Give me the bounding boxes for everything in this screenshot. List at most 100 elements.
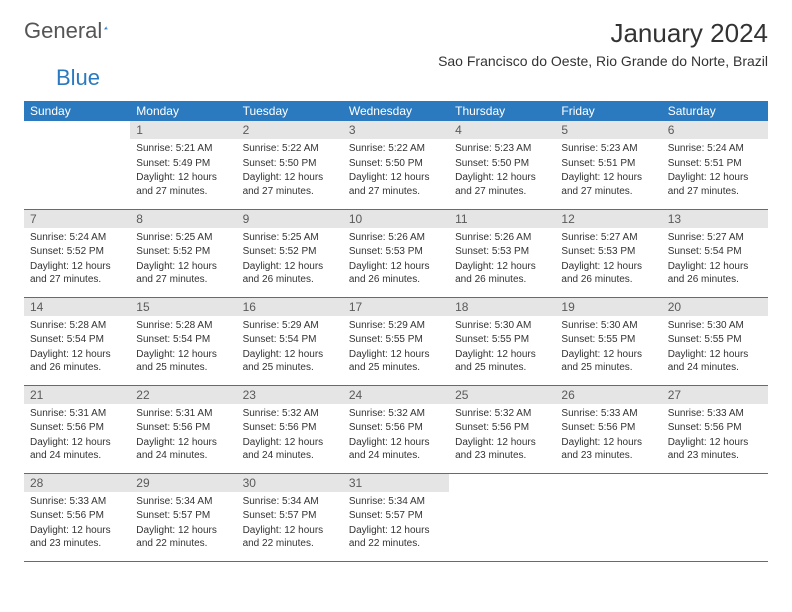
sunset-line: Sunset: 5:53 PM [561, 245, 655, 259]
sunrise-line: Sunrise: 5:31 AM [136, 407, 230, 421]
daylight-line: Daylight: 12 hours and 27 minutes. [668, 171, 762, 198]
day-details: Sunrise: 5:24 AMSunset: 5:52 PMDaylight:… [24, 228, 130, 292]
sunset-line: Sunset: 5:49 PM [136, 157, 230, 171]
day-cell: 24Sunrise: 5:32 AMSunset: 5:56 PMDayligh… [343, 385, 449, 473]
day-cell: 13Sunrise: 5:27 AMSunset: 5:54 PMDayligh… [662, 209, 768, 297]
sunset-line: Sunset: 5:56 PM [30, 421, 124, 435]
sunrise-line: Sunrise: 5:29 AM [243, 319, 337, 333]
day-details: Sunrise: 5:22 AMSunset: 5:50 PMDaylight:… [343, 139, 449, 203]
week-row: 21Sunrise: 5:31 AMSunset: 5:56 PMDayligh… [24, 385, 768, 473]
col-header-sunday: Sunday [24, 101, 130, 121]
daylight-line: Daylight: 12 hours and 25 minutes. [349, 348, 443, 375]
day-number: 12 [555, 210, 661, 228]
day-details: Sunrise: 5:30 AMSunset: 5:55 PMDaylight:… [449, 316, 555, 380]
daylight-line: Daylight: 12 hours and 26 minutes. [30, 348, 124, 375]
daylight-line: Daylight: 12 hours and 26 minutes. [668, 260, 762, 287]
sunset-line: Sunset: 5:57 PM [243, 509, 337, 523]
day-cell: 14Sunrise: 5:28 AMSunset: 5:54 PMDayligh… [24, 297, 130, 385]
day-details: Sunrise: 5:34 AMSunset: 5:57 PMDaylight:… [237, 492, 343, 556]
day-number: 24 [343, 386, 449, 404]
sunset-line: Sunset: 5:50 PM [243, 157, 337, 171]
day-number: 4 [449, 121, 555, 139]
daylight-line: Daylight: 12 hours and 27 minutes. [136, 260, 230, 287]
sunrise-line: Sunrise: 5:28 AM [136, 319, 230, 333]
day-details: Sunrise: 5:25 AMSunset: 5:52 PMDaylight:… [130, 228, 236, 292]
day-number: 26 [555, 386, 661, 404]
day-cell: 31Sunrise: 5:34 AMSunset: 5:57 PMDayligh… [343, 473, 449, 561]
daylight-line: Daylight: 12 hours and 25 minutes. [561, 348, 655, 375]
day-cell: 5Sunrise: 5:23 AMSunset: 5:51 PMDaylight… [555, 121, 661, 209]
day-number: 10 [343, 210, 449, 228]
sunrise-line: Sunrise: 5:33 AM [668, 407, 762, 421]
day-number: 1 [130, 121, 236, 139]
sunrise-line: Sunrise: 5:25 AM [243, 231, 337, 245]
sunset-line: Sunset: 5:57 PM [349, 509, 443, 523]
sunset-line: Sunset: 5:56 PM [668, 421, 762, 435]
daylight-line: Daylight: 12 hours and 26 minutes. [561, 260, 655, 287]
day-details: Sunrise: 5:23 AMSunset: 5:50 PMDaylight:… [449, 139, 555, 203]
sunrise-line: Sunrise: 5:33 AM [30, 495, 124, 509]
sunset-line: Sunset: 5:57 PM [136, 509, 230, 523]
day-cell: 10Sunrise: 5:26 AMSunset: 5:53 PMDayligh… [343, 209, 449, 297]
day-number: 23 [237, 386, 343, 404]
sunrise-line: Sunrise: 5:24 AM [668, 142, 762, 156]
logo-part1: General [24, 18, 102, 44]
day-details: Sunrise: 5:33 AMSunset: 5:56 PMDaylight:… [662, 404, 768, 468]
day-details: Sunrise: 5:26 AMSunset: 5:53 PMDaylight:… [343, 228, 449, 292]
day-details: Sunrise: 5:24 AMSunset: 5:51 PMDaylight:… [662, 139, 768, 203]
day-details: Sunrise: 5:32 AMSunset: 5:56 PMDaylight:… [449, 404, 555, 468]
day-cell: 4Sunrise: 5:23 AMSunset: 5:50 PMDaylight… [449, 121, 555, 209]
day-number: 20 [662, 298, 768, 316]
day-cell: 3Sunrise: 5:22 AMSunset: 5:50 PMDaylight… [343, 121, 449, 209]
week-row: 7Sunrise: 5:24 AMSunset: 5:52 PMDaylight… [24, 209, 768, 297]
sunrise-line: Sunrise: 5:24 AM [30, 231, 124, 245]
day-details: Sunrise: 5:32 AMSunset: 5:56 PMDaylight:… [237, 404, 343, 468]
sunset-line: Sunset: 5:52 PM [136, 245, 230, 259]
sunrise-line: Sunrise: 5:22 AM [349, 142, 443, 156]
daylight-line: Daylight: 12 hours and 23 minutes. [668, 436, 762, 463]
sunset-line: Sunset: 5:51 PM [668, 157, 762, 171]
sunrise-line: Sunrise: 5:32 AM [455, 407, 549, 421]
daylight-line: Daylight: 12 hours and 24 minutes. [668, 348, 762, 375]
daylight-line: Daylight: 12 hours and 24 minutes. [243, 436, 337, 463]
sunrise-line: Sunrise: 5:29 AM [349, 319, 443, 333]
col-header-thursday: Thursday [449, 101, 555, 121]
daylight-line: Daylight: 12 hours and 27 minutes. [455, 171, 549, 198]
day-number: 17 [343, 298, 449, 316]
sunset-line: Sunset: 5:56 PM [30, 509, 124, 523]
day-number: 27 [662, 386, 768, 404]
sunset-line: Sunset: 5:50 PM [455, 157, 549, 171]
day-details: Sunrise: 5:25 AMSunset: 5:52 PMDaylight:… [237, 228, 343, 292]
day-details: Sunrise: 5:33 AMSunset: 5:56 PMDaylight:… [24, 492, 130, 556]
sunset-line: Sunset: 5:53 PM [349, 245, 443, 259]
sunrise-line: Sunrise: 5:33 AM [561, 407, 655, 421]
col-header-tuesday: Tuesday [237, 101, 343, 121]
day-details: Sunrise: 5:34 AMSunset: 5:57 PMDaylight:… [130, 492, 236, 556]
day-cell: 26Sunrise: 5:33 AMSunset: 5:56 PMDayligh… [555, 385, 661, 473]
sunset-line: Sunset: 5:50 PM [349, 157, 443, 171]
day-number: 25 [449, 386, 555, 404]
day-number: 11 [449, 210, 555, 228]
day-number: 31 [343, 474, 449, 492]
day-number: 18 [449, 298, 555, 316]
day-cell: 21Sunrise: 5:31 AMSunset: 5:56 PMDayligh… [24, 385, 130, 473]
day-details: Sunrise: 5:28 AMSunset: 5:54 PMDaylight:… [130, 316, 236, 380]
day-cell: 6Sunrise: 5:24 AMSunset: 5:51 PMDaylight… [662, 121, 768, 209]
day-cell: 7Sunrise: 5:24 AMSunset: 5:52 PMDaylight… [24, 209, 130, 297]
sunrise-line: Sunrise: 5:31 AM [30, 407, 124, 421]
col-header-saturday: Saturday [662, 101, 768, 121]
day-number: 22 [130, 386, 236, 404]
day-cell: 29Sunrise: 5:34 AMSunset: 5:57 PMDayligh… [130, 473, 236, 561]
sunrise-line: Sunrise: 5:21 AM [136, 142, 230, 156]
sunrise-line: Sunrise: 5:32 AM [349, 407, 443, 421]
day-number: 14 [24, 298, 130, 316]
day-cell: 9Sunrise: 5:25 AMSunset: 5:52 PMDaylight… [237, 209, 343, 297]
day-number: 8 [130, 210, 236, 228]
sunset-line: Sunset: 5:56 PM [243, 421, 337, 435]
day-number: 13 [662, 210, 768, 228]
week-row: 28Sunrise: 5:33 AMSunset: 5:56 PMDayligh… [24, 473, 768, 561]
sunset-line: Sunset: 5:54 PM [668, 245, 762, 259]
daylight-line: Daylight: 12 hours and 25 minutes. [243, 348, 337, 375]
day-cell [449, 473, 555, 561]
daylight-line: Daylight: 12 hours and 24 minutes. [136, 436, 230, 463]
